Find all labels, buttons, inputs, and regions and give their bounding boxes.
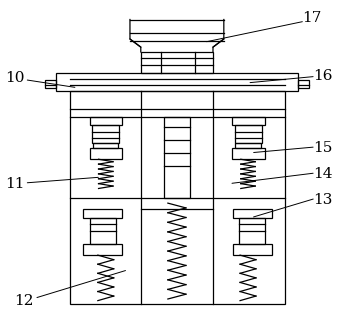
- Text: 14: 14: [313, 167, 333, 181]
- Text: 17: 17: [303, 11, 322, 25]
- Bar: [141, 52, 213, 73]
- Bar: [233, 209, 272, 218]
- Bar: [164, 117, 190, 198]
- Bar: [232, 148, 265, 159]
- Bar: [90, 218, 116, 244]
- Bar: [83, 244, 122, 255]
- Bar: [93, 143, 118, 148]
- Bar: [233, 244, 272, 255]
- Bar: [83, 209, 122, 218]
- Bar: [235, 143, 261, 148]
- Text: 13: 13: [313, 193, 333, 207]
- Bar: [239, 218, 265, 244]
- Text: 15: 15: [313, 141, 333, 155]
- Bar: [45, 80, 56, 88]
- Bar: [70, 91, 285, 304]
- Text: 16: 16: [313, 69, 333, 84]
- Bar: [298, 80, 309, 88]
- Bar: [235, 125, 262, 143]
- Bar: [90, 148, 122, 159]
- Text: 10: 10: [5, 71, 24, 85]
- Bar: [92, 125, 119, 143]
- Text: 12: 12: [14, 293, 33, 308]
- Text: 11: 11: [5, 176, 24, 191]
- Bar: [90, 117, 122, 125]
- Bar: [232, 117, 265, 125]
- Bar: [56, 73, 298, 91]
